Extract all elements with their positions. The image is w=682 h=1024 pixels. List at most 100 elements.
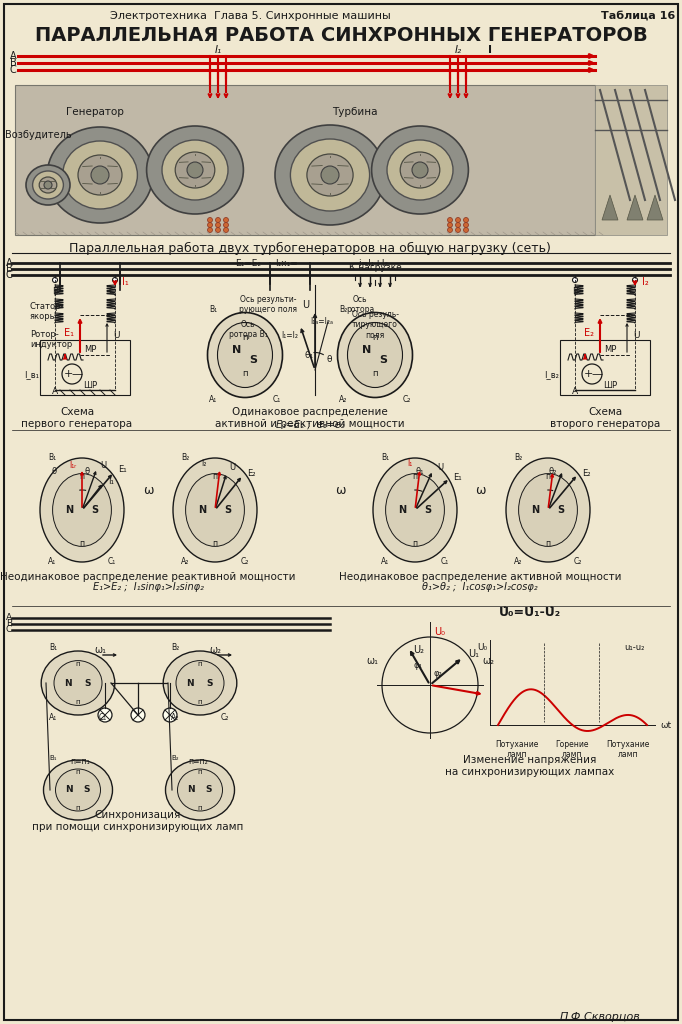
Ellipse shape: [47, 127, 153, 223]
Text: +: +: [583, 369, 593, 379]
Text: S: S: [379, 355, 387, 365]
Text: Турбина: Турбина: [332, 106, 378, 117]
Circle shape: [456, 222, 460, 227]
Ellipse shape: [207, 312, 282, 397]
Text: П.Ф.Скворцов: П.Ф.Скворцов: [560, 1012, 640, 1022]
Text: E₁>E₂ ;  I₁sinφ₁>I₂sinφ₂: E₁>E₂ ; I₁sinφ₁>I₂sinφ₂: [93, 582, 203, 592]
Ellipse shape: [518, 473, 578, 547]
Text: C₂: C₂: [241, 557, 249, 566]
Text: C₂: C₂: [574, 557, 582, 566]
Text: п: п: [546, 472, 550, 480]
Text: Генератор: Генератор: [66, 106, 124, 117]
Ellipse shape: [385, 473, 445, 547]
Circle shape: [456, 217, 460, 222]
Text: Электротехника  Глава 5. Синхронные машины: Электротехника Глава 5. Синхронные машин…: [110, 11, 390, 22]
Text: B: B: [10, 58, 17, 68]
Ellipse shape: [186, 473, 244, 547]
Ellipse shape: [40, 458, 124, 562]
Ellipse shape: [54, 660, 102, 706]
Text: ω: ω: [335, 483, 345, 497]
Text: S: S: [206, 785, 212, 795]
Text: I₁x₁=: I₁x₁=: [275, 258, 298, 267]
Text: φ₁: φ₁: [413, 660, 422, 670]
Polygon shape: [647, 195, 663, 220]
Text: θ: θ: [51, 468, 57, 476]
Text: θ₁: θ₁: [416, 468, 424, 476]
Circle shape: [98, 708, 112, 722]
Text: I₂: I₂: [454, 45, 462, 55]
Text: A: A: [10, 51, 16, 61]
Text: Схема
первого генератора: Схема первого генератора: [21, 407, 132, 429]
Ellipse shape: [307, 154, 353, 196]
Text: C: C: [629, 288, 635, 297]
Text: E₂: E₂: [584, 328, 594, 338]
Text: Ось результи-
рующего поля: Ось результи- рующего поля: [239, 295, 297, 314]
Ellipse shape: [162, 140, 228, 200]
Ellipse shape: [177, 769, 222, 811]
Text: +: +: [63, 369, 73, 379]
Text: U₂: U₂: [413, 644, 424, 654]
Bar: [560, 340, 650, 395]
Text: C₁: C₁: [99, 714, 107, 723]
Text: Неодинаковое распределение реактивной мощности: Неодинаковое распределение реактивной мо…: [0, 572, 296, 582]
Text: Статор-
якорь: Статор- якорь: [30, 302, 65, 322]
Circle shape: [113, 278, 117, 283]
Text: A₁: A₁: [209, 395, 217, 404]
Text: Неодинаковое распределение активной мощности: Неодинаковое распределение активной мощн…: [339, 572, 621, 582]
Text: п: п: [198, 805, 203, 811]
Circle shape: [224, 222, 228, 227]
Circle shape: [216, 217, 220, 222]
Text: ωt: ωt: [660, 721, 671, 729]
Ellipse shape: [33, 171, 63, 199]
Text: A₂: A₂: [170, 714, 179, 723]
Text: I₂: I₂: [202, 460, 207, 469]
Text: п: п: [546, 540, 550, 548]
Text: C₂: C₂: [403, 395, 411, 404]
Circle shape: [572, 278, 578, 283]
Text: S: S: [424, 505, 431, 515]
Text: E₁=E₂ ;  e₁=e₂: E₁=E₂ ; e₁=e₂: [276, 420, 344, 430]
Text: ω₁: ω₁: [94, 645, 106, 655]
Circle shape: [44, 181, 52, 189]
Text: B₁: B₁: [49, 755, 57, 761]
Ellipse shape: [55, 769, 100, 811]
Ellipse shape: [275, 125, 385, 225]
Text: C₁: C₁: [108, 557, 116, 566]
Text: E₂: E₂: [247, 469, 256, 478]
Circle shape: [572, 385, 578, 390]
Text: U: U: [100, 462, 106, 470]
Text: U₀: U₀: [434, 627, 445, 637]
Circle shape: [456, 227, 460, 232]
Text: ω₁: ω₁: [366, 656, 378, 666]
Text: u₁-u₂: u₁-u₂: [625, 643, 645, 652]
Text: B₂: B₂: [171, 643, 179, 652]
Text: I₁: I₁: [122, 278, 129, 287]
Text: п: п: [198, 660, 203, 667]
Ellipse shape: [372, 126, 469, 214]
Text: A₁: A₁: [49, 714, 57, 723]
Text: ШР: ШР: [83, 381, 97, 389]
Text: θ: θ: [85, 468, 89, 476]
Bar: [595, 85, 667, 234]
Ellipse shape: [291, 139, 370, 211]
Text: A₁: A₁: [381, 557, 389, 566]
Text: К нагрузке: К нагрузке: [349, 263, 402, 272]
Text: Таблица 16: Таблица 16: [601, 11, 675, 22]
Text: U̇₀=U̇₁-U̇₂: U̇₀=U̇₁-U̇₂: [499, 606, 561, 620]
Text: S: S: [557, 505, 564, 515]
Text: МР: МР: [84, 345, 96, 354]
Text: ПАРАЛЛЕЛЬНАЯ РАБОТА СИНХРОННЫХ ГЕНЕРАТОРОВ: ПАРАЛЛЕЛЬНАЯ РАБОТА СИНХРОННЫХ ГЕНЕРАТОР…: [35, 26, 647, 45]
Text: ω₂: ω₂: [209, 645, 221, 655]
Bar: [40, 340, 130, 395]
Ellipse shape: [39, 177, 57, 193]
Ellipse shape: [78, 155, 122, 195]
Text: п: п: [76, 805, 80, 811]
Text: B: B: [572, 288, 578, 297]
Text: U: U: [633, 331, 640, 340]
Circle shape: [207, 222, 213, 227]
Text: п: п: [413, 540, 417, 548]
Text: B: B: [52, 288, 58, 297]
Text: ω₂: ω₂: [482, 656, 494, 666]
Text: C₂: C₂: [221, 714, 229, 723]
Text: E₁: E₁: [453, 472, 462, 481]
